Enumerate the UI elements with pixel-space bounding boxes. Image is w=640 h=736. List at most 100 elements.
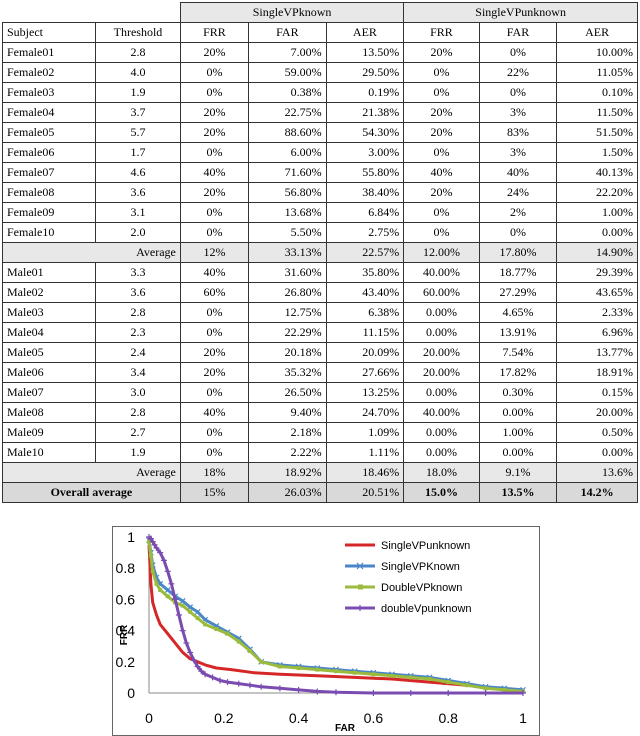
data-point-marker xyxy=(203,622,208,627)
table-cell: 18.91% xyxy=(556,362,638,383)
data-point-marker xyxy=(295,686,302,693)
female-row: Female02 4.0 0% 59.00% 29.50% 0% 22% 11.05% xyxy=(1,62,638,83)
table-cell: 22.20% xyxy=(556,182,638,203)
table-cell: 0.00% xyxy=(478,442,558,463)
table-cell: Male05 xyxy=(1,342,97,363)
table-cell: 0.15% xyxy=(556,382,638,403)
table-cell: 2.0 xyxy=(95,222,181,243)
series-line-singlevpknown xyxy=(147,539,524,692)
table-cell: 43.40% xyxy=(325,282,405,303)
data-point-marker xyxy=(408,675,413,680)
male-row: Male03 2.8 0% 12.75% 6.38% 0.00% 4.65% 2.33% xyxy=(1,302,638,323)
table-cell: 3.6 xyxy=(95,182,181,203)
table-cell: 0.30% xyxy=(478,382,558,403)
table-cell: 17.82% xyxy=(478,362,558,383)
table-cell: 40.13% xyxy=(556,162,638,183)
table-cell: 38.40% xyxy=(325,182,405,203)
x-tick-label: 0.2 xyxy=(214,710,234,726)
data-point-marker xyxy=(224,679,231,686)
overall-average-value: 26.03% xyxy=(248,482,327,503)
female-row: Female08 3.6 20% 56.80% 38.40% 20% 24% 22.20% xyxy=(1,182,638,203)
table-cell: Female10 xyxy=(1,222,97,243)
table-cell: 3.1 xyxy=(95,202,181,223)
table-cell: Male04 xyxy=(1,322,97,343)
data-point-marker xyxy=(157,549,164,556)
male-row: Male02 3.6 60% 26.80% 43.40% 60.00% 27.29% 43.6… xyxy=(1,282,638,303)
table-cell: 20% xyxy=(403,102,480,123)
data-point-marker xyxy=(236,639,241,644)
column-header: Subject xyxy=(1,22,97,43)
table-cell: Female03 xyxy=(1,82,97,103)
overall-average-value: 15.0% xyxy=(403,482,480,503)
data-point-marker xyxy=(172,596,179,603)
table-cell: 24% xyxy=(478,182,558,203)
table-cell: 11.15% xyxy=(325,322,405,343)
overall-average-value: 13.5% xyxy=(478,482,558,503)
table-cell: 3.0 xyxy=(95,382,181,403)
y-tick-label: 0 xyxy=(127,685,135,701)
overall-average-label: Overall average xyxy=(2,482,181,503)
table-cell: 7.54% xyxy=(478,342,558,363)
table-cell: 40.00% xyxy=(403,262,480,283)
table-cell: 0% xyxy=(179,422,250,443)
table-cell: 4.65% xyxy=(478,302,558,323)
data-point-marker xyxy=(148,553,153,558)
column-header: FAR xyxy=(248,22,327,43)
female-row: Female04 3.7 20% 22.75% 21.38% 20% 3% 11.50% xyxy=(1,102,638,123)
data-point-marker xyxy=(333,689,339,696)
table-cell: 60.00% xyxy=(403,282,480,303)
table-cell: 20.09% xyxy=(325,342,405,363)
roc-chart: 0 0.2 0.4 0.6 0.8 1 0 0.2 0.4 0.6 0.8 1 FAR FRR Single… xyxy=(116,529,528,734)
overall-average-row: Overall average 15% 26.03% 20.51% 15.0% 13.5%… xyxy=(2,482,638,503)
table-cell: 27.66% xyxy=(325,362,405,383)
data-point-marker xyxy=(194,663,201,670)
table-cell: 10.00% xyxy=(556,42,638,63)
data-point-marker xyxy=(151,541,158,548)
table-cell: 20% xyxy=(179,362,250,383)
table-cell: 2.18% xyxy=(248,422,327,443)
average-value: 17.80% xyxy=(478,242,558,263)
table-cell: 0% xyxy=(179,62,250,83)
table-cell: 20.18% xyxy=(248,342,327,363)
table-cell: 0% xyxy=(179,302,250,323)
table-cell: Female06 xyxy=(1,142,97,163)
table-cell: 2.75% xyxy=(325,222,405,243)
average-value: 9.1% xyxy=(478,462,558,483)
table-cell: 11.50% xyxy=(556,102,638,123)
table-cell: 40% xyxy=(179,262,250,283)
table-cell: 0.00% xyxy=(403,382,480,403)
data-point-marker xyxy=(259,659,264,664)
male-row: Male05 2.4 20% 20.18% 20.09% 20.00% 7.54% 13.77… xyxy=(1,342,638,363)
group-header-singlevpunknown: SingleVPunknown xyxy=(403,2,638,23)
table-cell: 40% xyxy=(179,402,250,423)
table-cell: 3.4 xyxy=(95,362,181,383)
table-cell: 4.6 xyxy=(95,162,181,183)
table-cell: 0% xyxy=(179,322,250,343)
table-cell: 0% xyxy=(403,62,480,83)
table-cell: Male07 xyxy=(1,382,97,403)
table-cell: 40% xyxy=(478,162,558,183)
average-value: 18.92% xyxy=(248,462,327,483)
table-cell: 2.22% xyxy=(248,442,327,463)
table-cell: 20.00% xyxy=(403,342,480,363)
male-row: Male06 3.4 20% 35.32% 27.66% 20.00% 17.82% 18.9… xyxy=(1,362,638,383)
table-cell: 35.80% xyxy=(325,262,405,283)
table-cell: Male09 xyxy=(1,422,97,443)
table-cell: 54.30% xyxy=(325,122,405,143)
column-header: FRR xyxy=(179,22,250,43)
female-row: Female07 4.6 40% 71.60% 55.80% 40% 40% 40.13% xyxy=(1,162,638,183)
table-cell: 20% xyxy=(179,342,250,363)
table-cell: 20% xyxy=(179,122,250,143)
data-point-marker xyxy=(183,640,190,647)
table-cell: Female05 xyxy=(1,122,97,143)
table-cell: 0% xyxy=(179,202,250,223)
table-cell: 40% xyxy=(403,162,480,183)
average-label: Average xyxy=(2,462,181,483)
male-average-row: Average 18% 18.92% 18.46% 18.0% 9.1% 13.6% xyxy=(2,462,638,483)
table-cell: 0% xyxy=(179,82,250,103)
table-cell: 24.70% xyxy=(325,402,405,423)
table-cell: 2.3 xyxy=(95,322,181,343)
data-point-marker xyxy=(179,627,186,634)
average-value: 18% xyxy=(179,462,250,483)
average-value: 12% xyxy=(179,242,250,263)
